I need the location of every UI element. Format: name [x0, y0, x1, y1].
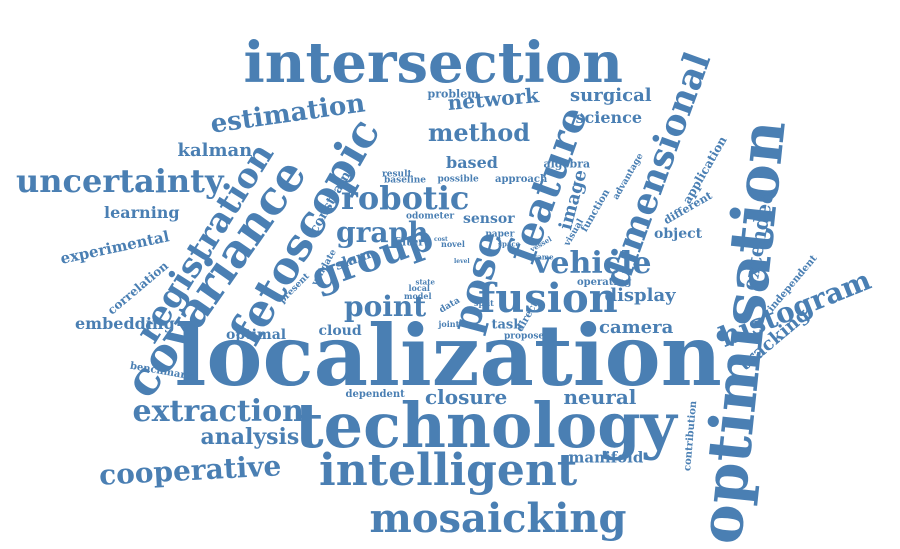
word-filter: filter: [394, 235, 425, 249]
word-dependent: dependent: [345, 389, 405, 400]
word-science: science: [575, 108, 643, 127]
word-display: display: [604, 285, 676, 306]
word-camera: camera: [599, 317, 674, 338]
word-operating: operating: [577, 277, 632, 288]
word-based: based: [446, 153, 498, 172]
word-baseline: baseline: [384, 175, 427, 186]
word-possible: possible: [437, 174, 479, 185]
word-result: result: [382, 169, 412, 180]
word-robotic: robotic: [341, 179, 470, 217]
word-point: point: [344, 290, 427, 323]
word-cooperative: cooperative: [98, 449, 283, 492]
word-kalman: kalman: [177, 140, 253, 161]
word-frame: frame: [530, 252, 554, 262]
word-local: local: [408, 283, 430, 293]
word-method: method: [428, 118, 530, 147]
word-graph: graph: [336, 216, 429, 249]
word-split: split: [474, 298, 494, 308]
word-closure: closure: [425, 385, 508, 409]
word-mosaicking: mosaicking: [369, 495, 627, 542]
word-learning: learning: [104, 203, 180, 222]
word-fusion: fusion: [478, 275, 618, 322]
word-approach: approach: [495, 174, 548, 185]
word-intersection: intersection: [243, 30, 623, 96]
word-intelligent: intelligent: [319, 445, 578, 496]
word-odometer: odometer: [406, 211, 455, 222]
word-joint: joint: [438, 319, 460, 329]
word-experimental: experimental: [58, 227, 171, 268]
word-extraction: extraction: [132, 394, 304, 429]
word-embedding: embedding: [75, 314, 175, 333]
word-novel: novel: [441, 239, 465, 249]
word-space: space: [498, 239, 521, 249]
word-propose: propose: [504, 331, 545, 342]
word-surgical: surgical: [570, 85, 652, 106]
word-uncertainty: uncertainty: [16, 162, 224, 200]
word-algebra: algebra: [543, 157, 591, 171]
word-problem: problem: [427, 87, 479, 101]
word-sensor: sensor: [463, 211, 515, 227]
word-analysis: analysis: [200, 424, 300, 450]
word-level: level: [454, 258, 470, 265]
word-paper: paper: [485, 229, 515, 240]
word-technology: technology: [295, 389, 677, 462]
word-neural: neural: [563, 385, 637, 409]
word-object: object: [654, 226, 703, 242]
word-cost: cost: [434, 236, 448, 243]
word-state: state: [415, 277, 435, 287]
word-manifold: manifold: [568, 448, 644, 467]
word-vehicle: vehicle: [533, 246, 652, 281]
word-task: task: [491, 317, 523, 333]
word-optimal: optimal: [226, 327, 287, 343]
word-cloud: cloud: [318, 323, 362, 339]
word-model: model: [404, 291, 432, 301]
word-localization: localization: [174, 306, 722, 405]
